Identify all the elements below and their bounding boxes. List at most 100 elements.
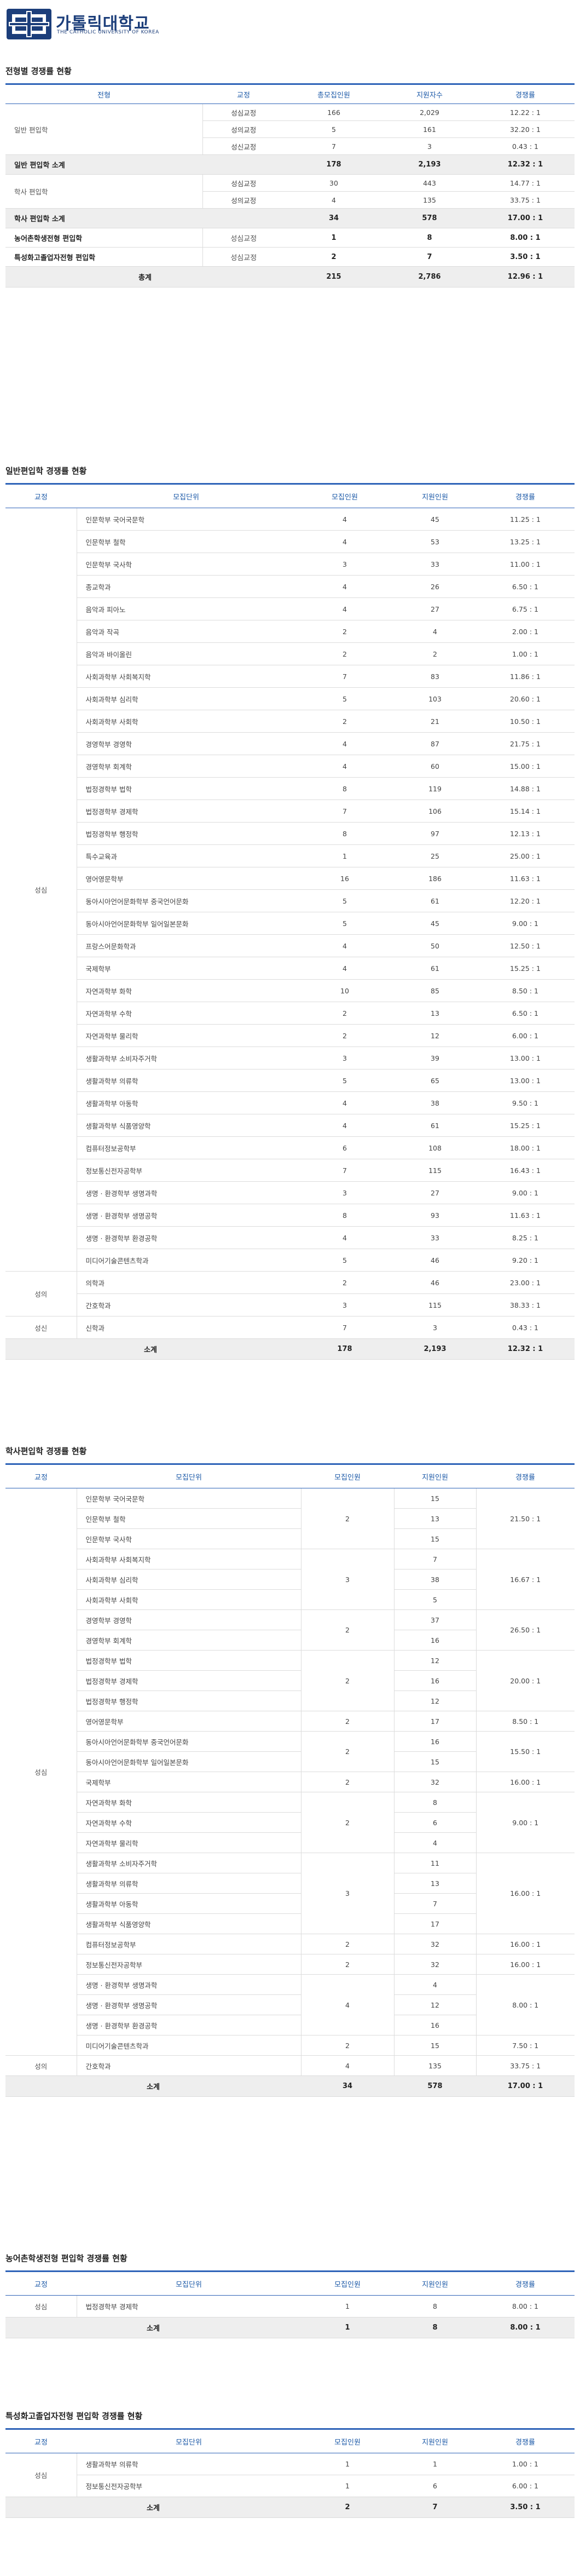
- unit-cell: 사회과학부 심리학: [77, 1569, 301, 1590]
- logo-subtitle: THE CATHOLIC UNIVERSITY OF KOREA: [57, 30, 159, 35]
- ratio-cell: 9.00 : 1: [476, 1181, 575, 1204]
- ratio-cell: 1.00 : 1: [476, 2453, 575, 2475]
- cell-quota: 4: [285, 191, 383, 209]
- table-row: 일반 편입학 성심교정 166 2,029 12.22 : 1: [5, 104, 575, 155]
- cell-quota: 1: [285, 228, 383, 248]
- unit-cell: 동아시아언어문화학부 일어일본문화: [77, 1751, 301, 1772]
- applicants-cell: 85: [394, 979, 476, 1002]
- header-applicants: 지원자수: [383, 83, 476, 104]
- cell-campus: 성심교정: [202, 104, 285, 121]
- quota-cell: 7: [295, 1159, 394, 1182]
- applicants-cell: 2: [394, 642, 476, 665]
- unit-cell: 생명 · 환경학부 생명공학: [77, 1204, 295, 1227]
- ratio-cell: 9.00 : 1: [475, 1792, 575, 1853]
- applicants-cell: 119: [394, 777, 476, 800]
- quota-cell: 2: [295, 1024, 394, 1047]
- table-row: 경영학부 경영학 4 87 21.75 : 1: [5, 732, 575, 755]
- applicants-cell: 1: [394, 2453, 476, 2475]
- unit-cell: 동아시아언어문화학부 중국언어문화: [77, 1731, 301, 1752]
- header-quota: 모집인원: [301, 2428, 394, 2453]
- special-transfer-table: 교정 모집단위 모집인원 지원인원 경쟁률 성심 생활과학부 의류학 1 1 1.00 …: [5, 2428, 575, 2518]
- header-ratio: 경쟁률: [476, 2428, 575, 2453]
- applicants-cell: 16: [393, 1731, 476, 1752]
- table-row: 경영학부 회계학 16: [5, 1630, 575, 1651]
- applicants-cell: 4: [393, 1832, 476, 1853]
- total-row: 총계 215 2,786 12.96 : 1: [5, 266, 575, 288]
- unit-cell: 정보통신전자공학부: [77, 1954, 301, 1975]
- quota-cell: 3: [300, 1853, 394, 1934]
- group-label: 특성화고졸업자전형 편입학: [5, 247, 203, 267]
- unit-cell: 자연과학부 화학: [77, 1792, 301, 1813]
- table-row: 학사 편입학 성심교정 30 443 14.77 : 1: [5, 174, 575, 209]
- table-row: 성의 의학과 2 46 23.00 : 1: [5, 1271, 575, 1316]
- ratio-cell: 12.32 : 1: [476, 1338, 575, 1360]
- ratio-cell: 38.33 : 1: [476, 1293, 575, 1316]
- ratio-cell: 16.43 : 1: [476, 1159, 575, 1182]
- applicants-cell: 61: [394, 1114, 476, 1137]
- quota-cell: 2: [300, 1934, 394, 1954]
- cell-ratio: 12.32 : 1: [476, 154, 575, 175]
- subtotal-label: 학사 편입학 소계: [5, 208, 285, 228]
- ratio-cell: 3.50 : 1: [476, 2497, 575, 2518]
- header-campus: 교정: [5, 483, 77, 508]
- table-row: 생명 · 환경학부 생명과학 4 4 8.00 : 1: [5, 1974, 575, 2036]
- table-row: 프랑스어문화학과 4 50 12.50 : 1: [5, 934, 575, 957]
- table-row: 정보통신전자공학부 2 32 16.00 : 1: [5, 1954, 575, 1975]
- ratio-cell: 8.00 : 1: [476, 2317, 575, 2338]
- quota-cell: 2: [300, 1711, 394, 1732]
- total-label: 소계: [5, 1338, 295, 1360]
- quota-cell: 5: [295, 1249, 394, 1272]
- table-row: 자연과학부 화학 2 8 9.00 : 1: [5, 1792, 575, 1853]
- table-row: 생활과학부 소비자주거학 3 39 13.00 : 1: [5, 1046, 575, 1070]
- applicants-cell: 108: [394, 1136, 476, 1159]
- unit-cell: 경영학부 회계학: [77, 755, 295, 778]
- table-row: 성심 인문학부 국어국문학 4 45 11.25 : 1: [5, 508, 575, 1272]
- table-row: 법정경학부 행정학 8 97 12.13 : 1: [5, 822, 575, 845]
- applicants-cell: 7: [393, 1549, 476, 1569]
- applicants-cell: 61: [394, 957, 476, 980]
- quota-cell: 4: [295, 732, 394, 755]
- header-quota: 모집인원: [301, 2270, 394, 2296]
- applicants-cell: 15: [393, 1528, 476, 1549]
- cell-campus: 성의교정: [202, 191, 285, 209]
- ratio-cell: 8.25 : 1: [476, 1226, 575, 1249]
- unit-cell: 정보통신전자공학부: [77, 2475, 301, 2497]
- table-row: 자연과학부 수학 2 13 6.50 : 1: [5, 1002, 575, 1025]
- ratio-cell: 16.00 : 1: [475, 1954, 575, 1975]
- cell-ratio: 33.75 : 1: [476, 191, 575, 209]
- unit-cell: 생활과학부 소비자주거학: [77, 1853, 301, 1873]
- applicants-cell: 38: [394, 1091, 476, 1114]
- quota-cell: 4: [295, 575, 394, 598]
- ratio-cell: 33.75 : 1: [475, 2055, 575, 2076]
- unit-cell: 생명 · 환경학부 환경공학: [77, 2015, 301, 2036]
- quota-cell: 4: [295, 1114, 394, 1137]
- quota-cell: 4: [300, 2055, 394, 2076]
- quota-cell: 2: [295, 710, 394, 733]
- quota-cell: 4: [295, 597, 394, 620]
- header-quota: 모집인원: [301, 1463, 394, 1488]
- applicants-cell: 46: [394, 1249, 476, 1272]
- university-logo-icon[interactable]: [5, 8, 53, 41]
- unit-cell: 사회과학부 사회복지학: [77, 1549, 301, 1569]
- unit-cell: 자연과학부 물리학: [77, 1832, 301, 1853]
- unit-cell: 종교학과: [77, 575, 295, 598]
- applicants-cell: 8: [393, 1792, 476, 1813]
- header: 가톨릭대학교 THE CATHOLIC UNIVERSITY OF KOREA: [5, 4, 170, 43]
- quota-cell: 2: [300, 1731, 394, 1772]
- summary-table: 전형 교정 총모집인원 지원자수 경쟁률 일반 편입학 성심교정 166 2,0…: [5, 83, 575, 288]
- applicants-cell: 13: [393, 1508, 476, 1529]
- group-label: 학사 편입학: [5, 174, 203, 209]
- table-row: 생활과학부 식품영양학 4 61 15.25 : 1: [5, 1114, 575, 1137]
- ratio-cell: 26.50 : 1: [475, 1609, 575, 1651]
- unit-cell: 법정경학부 법학: [77, 777, 295, 800]
- unit-cell: 법정경학부 행정학: [77, 1691, 301, 1711]
- ratio-cell: 18.00 : 1: [476, 1136, 575, 1159]
- table-row: 간호학과 3 115 38.33 : 1: [5, 1293, 575, 1316]
- cell-quota: 2: [285, 247, 383, 267]
- cell-quota: 5: [285, 120, 383, 138]
- applicants-cell: 15: [393, 1488, 476, 1509]
- unit-cell: 법정경학부 경제학: [77, 800, 295, 823]
- quota-cell: 4: [295, 957, 394, 980]
- unit-cell: 사회과학부 사회학: [77, 1589, 301, 1610]
- applicants-cell: 17: [393, 1711, 476, 1732]
